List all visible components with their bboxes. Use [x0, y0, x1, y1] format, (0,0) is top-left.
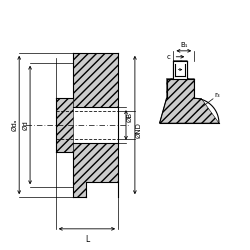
- Bar: [174, 61, 187, 78]
- Polygon shape: [72, 53, 118, 107]
- Polygon shape: [160, 61, 219, 123]
- Text: c: c: [166, 54, 170, 60]
- Text: r₃: r₃: [214, 92, 220, 98]
- Text: B₁: B₁: [180, 42, 188, 48]
- Text: ØB: ØB: [127, 112, 133, 122]
- Text: L: L: [85, 235, 89, 244]
- Text: Ød: Ød: [22, 120, 28, 130]
- Polygon shape: [56, 98, 72, 152]
- Polygon shape: [72, 143, 118, 197]
- Text: Ødₐ: Ødₐ: [11, 119, 17, 131]
- Text: ØND: ØND: [136, 122, 142, 138]
